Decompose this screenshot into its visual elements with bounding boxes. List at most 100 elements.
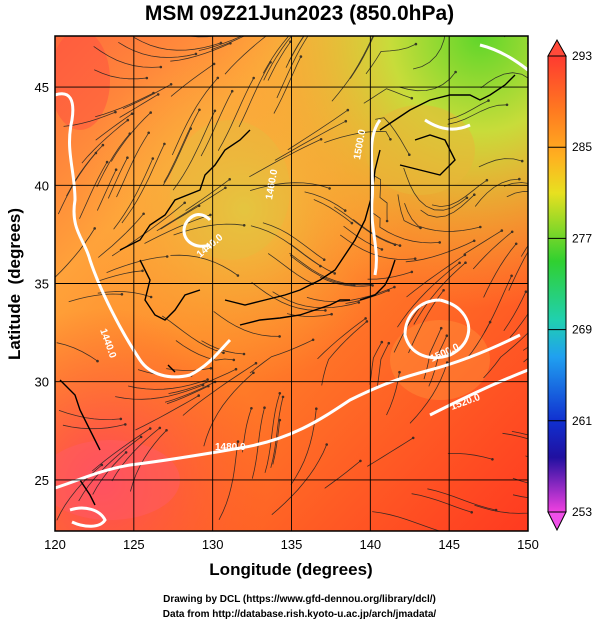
streamline-arrowhead xyxy=(197,394,200,397)
streamline-arrowhead xyxy=(320,138,323,141)
streamline-arrowhead xyxy=(250,25,253,28)
streamline-arrowhead xyxy=(358,301,361,304)
credit-drawing: Drawing by DCL (https://www.gfd-dennou.o… xyxy=(0,594,599,605)
streamline-arrowhead xyxy=(217,77,220,80)
colorbar-tick-label: 277 xyxy=(572,231,592,245)
streamline-arrowhead xyxy=(411,97,414,100)
streamline-arrowhead xyxy=(279,392,282,395)
colorbar-tick-label: 269 xyxy=(572,323,592,337)
streamline-arrowhead xyxy=(140,436,143,439)
streamline-arrowhead xyxy=(229,42,232,45)
streamline-arrowhead xyxy=(282,396,285,399)
colorbar-tick-label: 253 xyxy=(572,505,592,519)
y-axis-label: Latitude (degrees) xyxy=(5,208,24,360)
credit-data: Data from http://database.rish.kyoto-u.a… xyxy=(0,609,599,620)
streamline-arrowhead xyxy=(252,372,255,375)
streamline-arrowhead xyxy=(470,511,473,514)
streamline-arrowhead xyxy=(386,220,389,223)
streamline-arrowhead xyxy=(399,244,402,247)
streamline-arrowhead xyxy=(464,261,467,264)
streamline-arrowhead xyxy=(251,31,254,34)
y-tick-label: 30 xyxy=(35,375,49,390)
streamline-arrowhead xyxy=(378,22,381,25)
streamline-arrowhead xyxy=(411,271,414,274)
streamline-arrowhead xyxy=(588,202,591,205)
y-tick-label: 40 xyxy=(35,178,49,193)
streamline-arrowhead xyxy=(231,90,234,93)
y-tick-label: 25 xyxy=(35,473,49,488)
x-axis-label: Longitude (degrees) xyxy=(209,560,372,579)
streamline-arrowhead xyxy=(220,42,223,45)
streamline-arrowhead xyxy=(393,286,396,289)
streamline-arrowhead xyxy=(166,255,169,258)
streamline-arrowhead xyxy=(534,84,537,87)
streamline-arrowhead xyxy=(381,248,384,251)
streamline-arrowhead xyxy=(325,443,328,446)
streamline-arrowhead xyxy=(518,178,521,181)
streamline-arrowhead xyxy=(243,224,246,227)
streamline-arrowhead xyxy=(95,152,98,155)
x-tick-label: 150 xyxy=(517,537,539,552)
streamline-arrowhead xyxy=(316,8,319,11)
streamline-arrowhead xyxy=(446,334,449,337)
contour-label: 1480.0 xyxy=(215,442,246,453)
streamline-arrowhead xyxy=(222,352,225,355)
streamline-arrowhead xyxy=(206,378,209,381)
colorbar-bottom-arrow xyxy=(548,512,566,530)
streamline-arrowhead xyxy=(389,138,392,141)
streamline-arrowhead xyxy=(473,240,476,243)
streamline-arrowhead xyxy=(121,293,124,296)
streamline-arrowhead xyxy=(163,143,166,146)
streamline-arrowhead xyxy=(115,168,118,171)
streamline-arrowhead xyxy=(149,427,152,430)
streamline-arrowhead xyxy=(150,296,153,299)
streamline-arrowhead xyxy=(501,229,504,232)
streamline-arrowhead xyxy=(300,55,303,58)
streamline-arrowhead xyxy=(263,406,266,409)
streamline-arrowhead xyxy=(535,511,538,514)
streamline-arrowhead xyxy=(170,83,173,86)
streamline-arrowhead xyxy=(165,429,168,432)
x-tick-label: 120 xyxy=(44,537,66,552)
streamline-arrowhead xyxy=(142,213,145,216)
streamline-arrowhead xyxy=(292,15,295,18)
streamline-arrowhead xyxy=(545,312,548,315)
streamline-arrowhead xyxy=(345,120,348,123)
streamline-arrowhead xyxy=(149,111,152,114)
streamline-arrowhead xyxy=(198,205,201,208)
streamline-arrowhead xyxy=(347,109,350,112)
streamline-arrowhead xyxy=(415,43,418,46)
streamline-arrowhead xyxy=(264,23,267,26)
streamline-arrowhead xyxy=(126,156,129,159)
streamline-arrowhead xyxy=(224,187,227,190)
streamline-arrowhead xyxy=(394,243,397,246)
streamline-arrowhead xyxy=(330,313,333,316)
colorbar-tick-label: 285 xyxy=(572,140,592,154)
streamline-arrowhead xyxy=(101,464,104,467)
streamline-arrowhead xyxy=(235,368,238,371)
streamline-arrowhead xyxy=(124,423,127,426)
streamline-arrowhead xyxy=(506,104,509,107)
streamline-arrowhead xyxy=(458,262,461,265)
streamline-arrowhead xyxy=(93,227,96,230)
streamline-arrowhead xyxy=(147,132,150,135)
colorbar-tick-label: 261 xyxy=(572,414,592,428)
streamline-arrowhead xyxy=(127,119,130,122)
streamline-arrowhead xyxy=(160,66,163,69)
streamline-arrowhead xyxy=(543,284,546,287)
streamline-arrowhead xyxy=(319,4,322,7)
streamline-arrowhead xyxy=(269,61,272,64)
streamline-arrowhead xyxy=(473,193,476,196)
streamline-arrowhead xyxy=(146,77,149,80)
streamline-arrowhead xyxy=(381,341,384,344)
streamline-arrowhead xyxy=(323,258,326,261)
streamline-arrowhead xyxy=(210,367,213,370)
streamline-arrowhead xyxy=(214,110,217,113)
y-tick-label: 35 xyxy=(35,277,49,292)
streamline-arrowhead xyxy=(213,63,216,66)
streamline-arrowhead xyxy=(454,71,457,74)
streamline-arrowhead xyxy=(487,99,490,102)
